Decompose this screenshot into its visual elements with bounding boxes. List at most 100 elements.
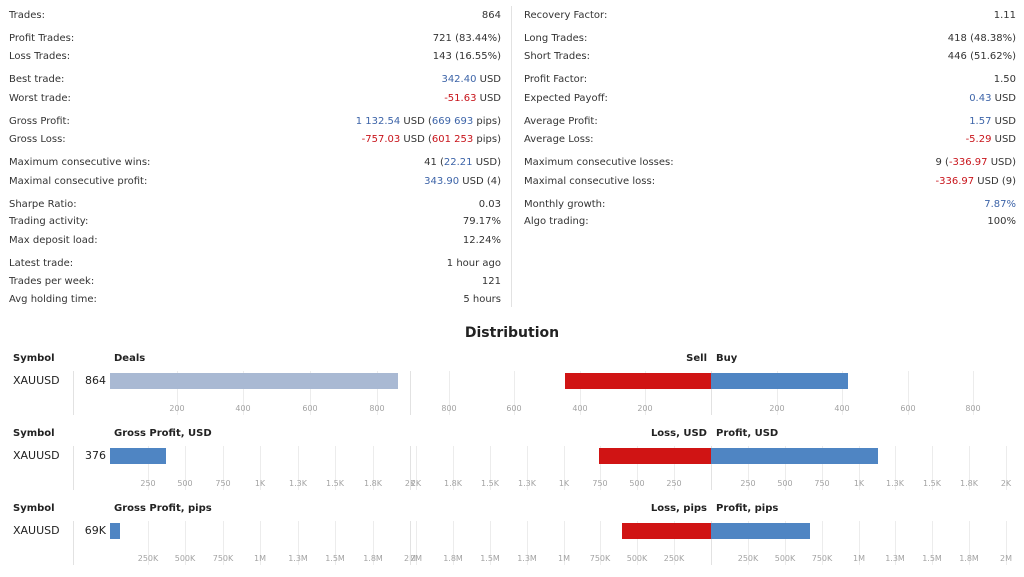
pos-tick-label: 600 <box>900 404 916 413</box>
stat-label: Short Trades: <box>524 51 590 62</box>
gridline <box>600 446 601 490</box>
stat-value: -51.63 USD <box>444 92 501 105</box>
pos-tick-label: 1.3M <box>885 554 905 563</box>
value-text: USD (4) <box>459 176 501 187</box>
value-text: 9 ( <box>935 157 949 168</box>
stat-label: Average Profit: <box>524 116 598 127</box>
negative-amount: -5.29 <box>965 134 992 145</box>
left-metric-header: Gross Profit, USD <box>114 428 212 439</box>
positive-metric-header: Profit, pips <box>716 503 779 514</box>
neg-tick-label: 1.3M <box>517 554 537 563</box>
gridline <box>243 371 244 415</box>
gridline <box>310 371 311 415</box>
pos-tick-label: 1.8K <box>960 479 978 488</box>
pos-tick-label: 1.5M <box>922 554 942 563</box>
positive-amount: 7.87% <box>984 199 1016 210</box>
stat-value: 12.24% <box>463 234 501 247</box>
left-tick-label: 600 <box>302 404 318 413</box>
value-text: 100% <box>987 216 1016 227</box>
stat-label: Maximal consecutive profit: <box>9 176 148 187</box>
gridline <box>637 446 638 490</box>
gridline <box>645 371 646 415</box>
stat-value: 1 hour ago <box>447 257 501 270</box>
neg-tick-label: 250K <box>663 554 685 563</box>
positive-metric-header: Profit, USD <box>716 428 779 439</box>
gridline <box>373 446 374 490</box>
stat-label: Gross Loss: <box>9 134 66 145</box>
left-tick-label: 800 <box>369 404 385 413</box>
neg-tick-label: 750 <box>592 479 608 488</box>
stat-value: 7.87% <box>984 198 1016 211</box>
stat-value: -757.03 USD (601 253 pips) <box>362 133 501 146</box>
section-divider <box>410 521 411 565</box>
stat-value: 446 (51.62%) <box>948 50 1016 63</box>
stat-label: Sharpe Ratio: <box>9 199 77 210</box>
stat-value: 121 <box>482 275 501 288</box>
pos-tick-label: 1K <box>853 479 865 488</box>
symbol-header: Symbol <box>13 428 55 439</box>
stat-label: Monthly growth: <box>524 199 606 210</box>
stat-value: 79.17% <box>463 215 501 228</box>
gridline <box>842 371 843 415</box>
pos-tick-label: 800 <box>965 404 981 413</box>
stat-value: 1.57 USD <box>969 115 1016 128</box>
value-text: 1.50 <box>993 74 1016 85</box>
gridline <box>527 446 528 490</box>
positive-amount: 1.57 <box>969 116 992 127</box>
stat-value: 1.50 <box>994 73 1016 86</box>
gridline <box>490 521 491 565</box>
left-tick-label: 1.3K <box>289 479 307 488</box>
neg-tick-label: 250 <box>666 479 682 488</box>
gridline <box>260 446 261 490</box>
gridline <box>373 521 374 565</box>
stat-label: Maximal consecutive loss: <box>524 176 656 187</box>
neg-tick-label: 1.5M <box>480 554 500 563</box>
stat-value: 5 hours <box>463 293 501 306</box>
stat-value: 1.11 <box>994 9 1016 22</box>
stat-value: -336.97 USD (9) <box>936 175 1017 188</box>
positive-amount: 343.90 <box>424 176 460 187</box>
value-text: 864 <box>481 10 501 21</box>
negative-metric-header: Loss, USD <box>650 428 707 439</box>
gridline <box>377 371 378 415</box>
stat-label: Profit Factor: <box>524 74 588 85</box>
left-metric-header: Deals <box>114 353 146 364</box>
neg-tick-label: 200 <box>637 404 653 413</box>
gridline <box>453 521 454 565</box>
stat-label: Latest trade: <box>9 258 74 269</box>
pos-tick-label: 1.3K <box>886 479 904 488</box>
positive-amount: 669 693 <box>431 116 474 127</box>
gridline <box>335 446 336 490</box>
gridline <box>416 521 417 565</box>
gridline <box>527 521 528 565</box>
stat-value: 0.43 USD <box>969 92 1016 105</box>
left-metric-header: Gross Profit, pips <box>114 503 212 514</box>
stat-label: Trades: <box>9 10 45 21</box>
value-text: 41 ( <box>424 157 444 168</box>
stats-column-divider <box>511 6 512 307</box>
gridline <box>564 521 565 565</box>
gridline <box>416 446 417 490</box>
gridline <box>895 521 896 565</box>
neg-tick-label: 500 <box>629 479 645 488</box>
symbol-column-divider <box>73 521 74 565</box>
left-tick-label: 1.5M <box>325 554 345 563</box>
gridline <box>600 521 601 565</box>
stat-label: Maximum consecutive wins: <box>9 157 151 168</box>
neg-tick-label: 800 <box>441 404 457 413</box>
gridline <box>298 521 299 565</box>
gridline <box>932 446 933 490</box>
stat-value: 100% <box>987 215 1016 228</box>
pos-tick-label: 2K <box>1000 479 1012 488</box>
positive-amount: 0.43 <box>969 93 992 104</box>
value-text: 121 <box>481 276 501 287</box>
stat-label: Max deposit load: <box>9 235 98 246</box>
negative-value-bar <box>622 523 711 539</box>
negative-value-bar <box>599 448 711 464</box>
left-tick-label: 250 <box>140 479 156 488</box>
value-text: USD <box>991 116 1016 127</box>
zero-line <box>711 371 712 415</box>
positive-amount: 1 132.54 <box>355 116 401 127</box>
neg-tick-label: 2M <box>410 554 422 563</box>
gridline <box>908 371 909 415</box>
